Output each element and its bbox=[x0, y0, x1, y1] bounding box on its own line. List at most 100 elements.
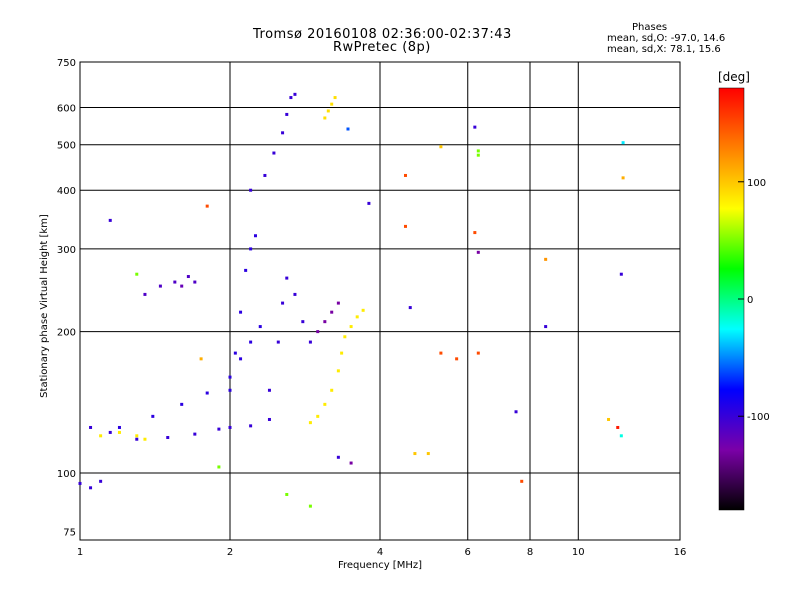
data-point bbox=[166, 436, 170, 440]
data-point bbox=[619, 272, 623, 276]
data-point bbox=[426, 452, 430, 456]
stats-line-o: mean, sd,O: -97.0, 14.6 bbox=[607, 33, 726, 44]
data-point bbox=[520, 479, 524, 483]
data-point bbox=[340, 351, 344, 355]
data-point bbox=[253, 234, 257, 238]
data-point bbox=[473, 125, 477, 129]
data-point bbox=[285, 492, 289, 496]
data-point bbox=[323, 402, 327, 406]
data-point bbox=[293, 292, 297, 296]
data-point bbox=[135, 437, 139, 441]
data-point bbox=[285, 276, 289, 280]
data-point bbox=[249, 340, 253, 344]
data-point bbox=[78, 481, 82, 485]
y-axis-label: Stationary phase Virtual Height [km] bbox=[39, 214, 50, 398]
data-point bbox=[308, 340, 312, 344]
data-point bbox=[621, 176, 625, 180]
x-tick-label: 4 bbox=[377, 547, 383, 558]
data-point bbox=[108, 430, 112, 434]
data-point bbox=[323, 320, 327, 324]
data-point bbox=[326, 109, 330, 113]
y-tick-label: 600 bbox=[57, 104, 76, 115]
data-point bbox=[239, 310, 243, 314]
data-point bbox=[293, 92, 297, 96]
x-tick-label: 6 bbox=[465, 547, 471, 558]
x-tick-label: 16 bbox=[674, 547, 687, 558]
y-tick-label: 750 bbox=[57, 58, 76, 69]
data-point bbox=[343, 335, 347, 339]
data-point bbox=[619, 434, 623, 438]
data-point bbox=[336, 301, 340, 305]
colorbar-tick-label: 100 bbox=[747, 178, 766, 189]
colorbar-tick-label: 0 bbox=[747, 295, 753, 306]
chart-title: Tromsø 20160108 02:36:00-02:37:43 bbox=[253, 27, 512, 42]
data-point bbox=[285, 112, 289, 116]
data-point bbox=[323, 116, 327, 120]
data-point bbox=[89, 486, 93, 490]
data-point bbox=[143, 292, 147, 296]
data-point bbox=[355, 315, 359, 319]
data-point bbox=[346, 127, 350, 131]
x-axis-label: Frequency [MHz] bbox=[338, 560, 422, 571]
data-point bbox=[249, 247, 253, 251]
data-point bbox=[616, 425, 620, 429]
data-point bbox=[308, 421, 312, 425]
chart-subtitle: RwPretec (8p) bbox=[333, 40, 431, 55]
data-point bbox=[367, 201, 371, 205]
data-point bbox=[544, 257, 548, 261]
x-tick-label: 2 bbox=[227, 547, 233, 558]
data-point bbox=[361, 308, 365, 312]
data-point bbox=[205, 391, 209, 395]
data-point bbox=[135, 272, 139, 276]
data-point bbox=[143, 437, 147, 441]
y-tick-label: 400 bbox=[57, 186, 76, 197]
data-point bbox=[439, 351, 443, 355]
colorbar-label: [deg] bbox=[718, 70, 750, 84]
data-point bbox=[180, 402, 184, 406]
data-point bbox=[228, 425, 232, 429]
data-point bbox=[267, 388, 271, 392]
data-point bbox=[244, 268, 248, 272]
data-point bbox=[439, 145, 443, 149]
data-point bbox=[514, 410, 518, 414]
data-point bbox=[263, 173, 267, 177]
data-point bbox=[108, 218, 112, 222]
data-point bbox=[228, 388, 232, 392]
data-point bbox=[217, 465, 221, 469]
data-point bbox=[186, 275, 190, 279]
data-point bbox=[316, 330, 320, 334]
data-point bbox=[408, 306, 412, 310]
data-point bbox=[158, 284, 162, 288]
data-point bbox=[249, 188, 253, 192]
data-point bbox=[233, 351, 237, 355]
data-point bbox=[239, 357, 243, 361]
data-point bbox=[199, 357, 203, 361]
data-point bbox=[455, 357, 459, 361]
data-point bbox=[249, 424, 253, 428]
data-point bbox=[413, 452, 417, 456]
data-point bbox=[173, 280, 177, 284]
data-point bbox=[267, 417, 271, 421]
data-point bbox=[193, 280, 197, 284]
data-point bbox=[308, 504, 312, 508]
data-point bbox=[333, 96, 337, 100]
y-tick-label: 100 bbox=[57, 469, 76, 480]
data-point bbox=[289, 96, 293, 100]
colorbar-tick-label: -100 bbox=[747, 412, 770, 423]
y-tick-label: 500 bbox=[57, 141, 76, 152]
data-point bbox=[476, 351, 480, 355]
stats-line-x: mean, sd,X: 78.1, 15.6 bbox=[607, 44, 721, 55]
data-point bbox=[228, 375, 232, 379]
stats-header: Phases bbox=[632, 22, 668, 33]
x-tick-label: 8 bbox=[527, 547, 533, 558]
x-tick-label: 1 bbox=[77, 547, 83, 558]
data-point bbox=[403, 173, 407, 177]
y-tick-label: 300 bbox=[57, 245, 76, 256]
data-point bbox=[205, 204, 209, 208]
data-point bbox=[336, 369, 340, 373]
data-point bbox=[135, 434, 139, 438]
data-point bbox=[217, 427, 221, 431]
data-point bbox=[258, 325, 262, 329]
